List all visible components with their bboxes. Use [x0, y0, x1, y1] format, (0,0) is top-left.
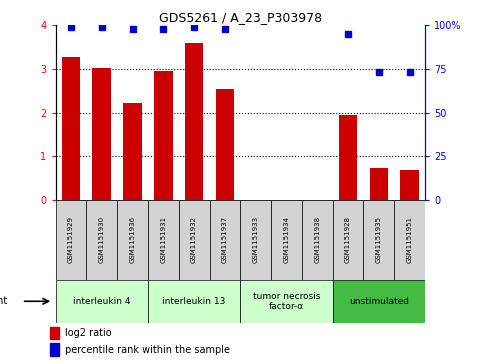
Bar: [117, 200, 148, 280]
Bar: [394, 200, 425, 280]
Bar: [56, 200, 86, 280]
Text: GSM1151928: GSM1151928: [345, 216, 351, 263]
Title: GDS5261 / A_23_P303978: GDS5261 / A_23_P303978: [159, 11, 322, 24]
Text: GSM1151932: GSM1151932: [191, 216, 197, 263]
Text: GSM1151929: GSM1151929: [68, 216, 74, 263]
Text: GSM1151951: GSM1151951: [407, 216, 412, 263]
Bar: [333, 280, 425, 323]
Bar: [364, 200, 394, 280]
Bar: [215, 89, 234, 200]
Text: GSM1151933: GSM1151933: [253, 216, 259, 263]
Text: GSM1151931: GSM1151931: [160, 216, 166, 263]
Bar: [271, 200, 302, 280]
Text: GSM1151937: GSM1151937: [222, 216, 228, 263]
Bar: [185, 43, 203, 200]
Text: GSM1151935: GSM1151935: [376, 216, 382, 263]
Text: unstimulated: unstimulated: [349, 297, 409, 306]
Bar: [240, 200, 271, 280]
Bar: [148, 280, 241, 323]
Bar: [154, 71, 172, 200]
Bar: [62, 57, 80, 200]
Bar: [339, 115, 357, 200]
Bar: [333, 200, 364, 280]
Bar: [56, 280, 148, 323]
Text: GSM1151934: GSM1151934: [284, 216, 289, 263]
Bar: [50, 343, 59, 356]
Text: log2 ratio: log2 ratio: [65, 328, 112, 338]
Bar: [50, 327, 59, 339]
Bar: [240, 280, 333, 323]
Text: GSM1151930: GSM1151930: [99, 216, 105, 263]
Text: percentile rank within the sample: percentile rank within the sample: [65, 344, 230, 355]
Text: GSM1151938: GSM1151938: [314, 216, 320, 263]
Bar: [92, 68, 111, 200]
Text: GSM1151936: GSM1151936: [129, 216, 136, 263]
Bar: [400, 170, 419, 200]
Bar: [148, 200, 179, 280]
Bar: [86, 200, 117, 280]
Text: interleukin 13: interleukin 13: [162, 297, 226, 306]
Text: interleukin 4: interleukin 4: [73, 297, 130, 306]
Bar: [302, 200, 333, 280]
Bar: [123, 103, 142, 200]
Bar: [179, 200, 210, 280]
Text: tumor necrosis
factor-α: tumor necrosis factor-α: [253, 291, 320, 311]
Text: agent: agent: [0, 296, 7, 306]
Bar: [210, 200, 240, 280]
Bar: [369, 168, 388, 200]
